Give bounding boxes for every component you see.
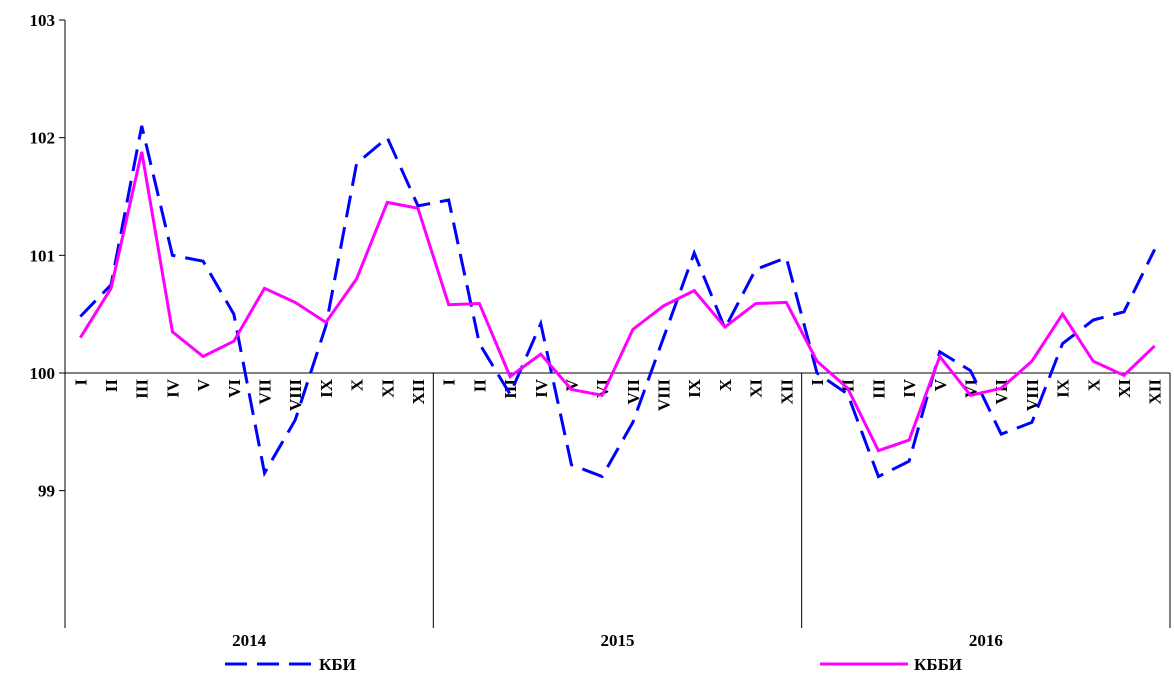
x-tick-label: V: [562, 378, 581, 391]
x-tick-label: XII: [777, 379, 796, 405]
x-tick-label: XII: [409, 379, 428, 405]
x-tick-label: X: [716, 378, 735, 391]
series-line: [79, 151, 1156, 453]
x-tick-label: V: [194, 378, 213, 391]
x-tick-label: I: [808, 379, 827, 386]
series-line: [79, 125, 1156, 479]
x-tick-label: X: [348, 378, 367, 391]
x-tick-label: VI: [225, 379, 244, 398]
x-tick-label: IV: [163, 378, 182, 398]
x-tick-label: IX: [1054, 378, 1073, 398]
y-tick-label: 99: [38, 482, 55, 501]
x-tick-label: VIII: [1023, 379, 1042, 412]
x-tick-label: XI: [378, 379, 397, 398]
x-tick-label: VIII: [655, 379, 674, 412]
x-tick-label: VII: [624, 379, 643, 405]
x-tick-label: II: [470, 379, 489, 393]
x-tick-label: IV: [532, 378, 551, 398]
x-tick-label: II: [102, 379, 121, 393]
x-tick-label: IV: [900, 378, 919, 398]
x-tick-label: I: [71, 379, 90, 386]
x-tick-label: V: [931, 378, 950, 391]
group-label: 2014: [232, 631, 267, 650]
y-tick-label: 101: [30, 246, 56, 265]
x-tick-label: IX: [317, 378, 336, 398]
legend-label: КБИ: [319, 655, 356, 674]
x-tick-label: XI: [747, 379, 766, 398]
legend-label: КББИ: [914, 655, 962, 674]
x-tick-label: XII: [1146, 379, 1165, 405]
x-tick-label: XI: [1115, 379, 1134, 398]
group-label: 2016: [969, 631, 1003, 650]
y-tick-label: 103: [30, 11, 56, 30]
x-tick-label: IX: [685, 378, 704, 398]
x-tick-label: III: [869, 379, 888, 399]
x-tick-label: II: [839, 379, 858, 393]
x-tick-label: VII: [256, 379, 275, 405]
x-tick-label: X: [1084, 378, 1103, 391]
group-label: 2015: [601, 631, 635, 650]
x-tick-label: I: [440, 379, 459, 386]
y-tick-label: 100: [30, 364, 56, 383]
x-tick-label: III: [133, 379, 152, 399]
y-tick-label: 102: [30, 129, 56, 148]
